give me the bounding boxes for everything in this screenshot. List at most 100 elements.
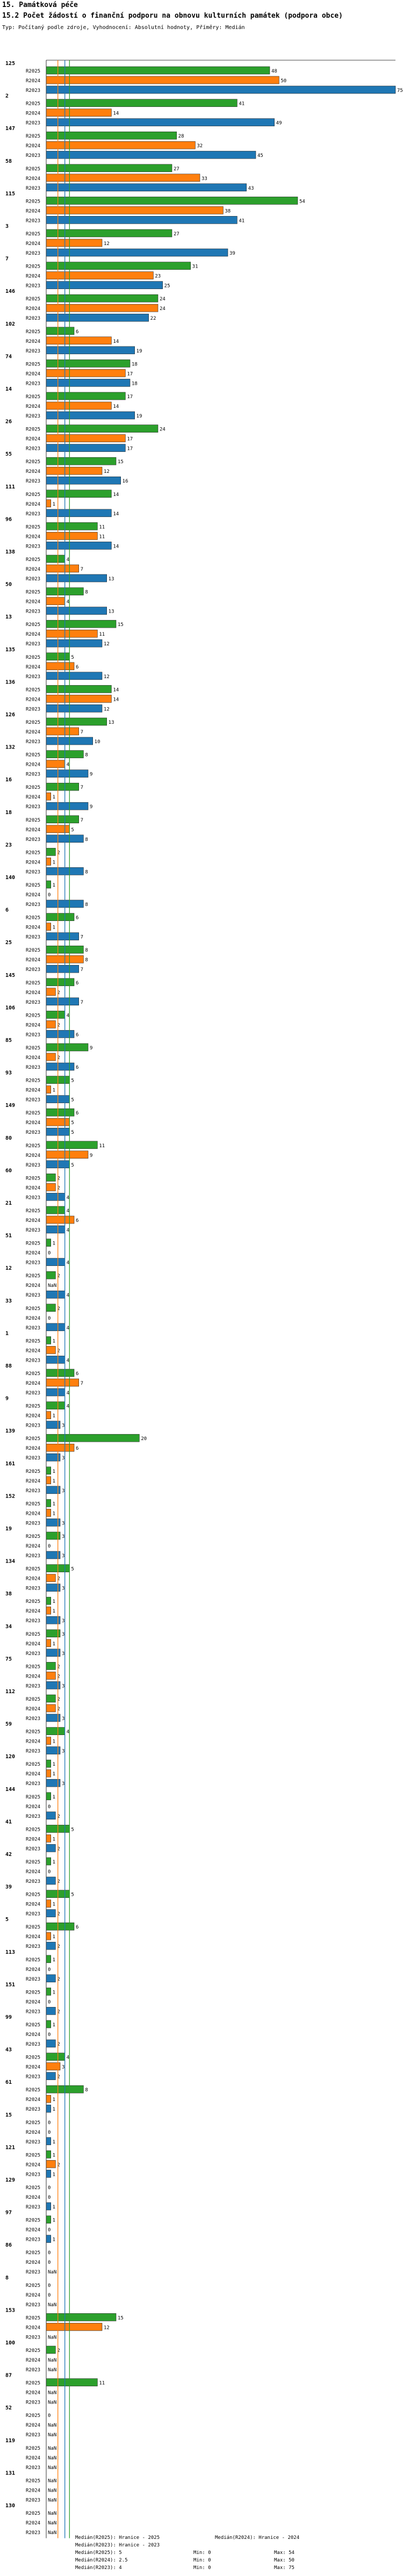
group-label: 55	[5, 451, 12, 457]
bar-r2025	[46, 66, 270, 75]
bar-r2023	[46, 672, 103, 680]
group-label: 5	[5, 1917, 9, 1923]
group-label: 26	[5, 419, 12, 425]
bar-r2024	[46, 271, 154, 279]
series-label: R2025	[26, 1273, 40, 1279]
group-label: 99	[5, 2014, 12, 2020]
data-label: 6	[76, 1111, 78, 1116]
series-label: R2023	[26, 1683, 40, 1689]
missing-value-label: NaN	[48, 2498, 56, 2503]
series-label: R2023	[26, 1423, 40, 1429]
data-label: 24	[160, 297, 165, 302]
bar-r2025	[46, 717, 107, 726]
legend-row: Medián(R2024): 2.5 Min: 0 Max: 50	[75, 2558, 398, 2565]
legend-line-r2023: Medián(R2023): Hranice - 2023	[75, 2543, 160, 2548]
bar-r2023	[46, 2039, 56, 2048]
series-label: R2025	[26, 1143, 40, 1149]
data-label: 13	[109, 577, 114, 582]
series-label: R2023	[26, 2433, 40, 2438]
legend-row: Medián(R2023): 4 Min: 0 Max: 75	[75, 2565, 398, 2573]
series-label: R2025	[26, 916, 40, 921]
data-label: 1	[53, 1241, 55, 1247]
data-label: 11	[99, 2381, 105, 2386]
data-label: 54	[299, 199, 305, 204]
bar-r2025	[46, 1336, 51, 1344]
group-label: 80	[5, 1135, 12, 1141]
series-label: R2025	[26, 1306, 40, 1312]
group-label: 129	[5, 2177, 15, 2183]
series-label: R2024	[26, 1999, 40, 2005]
chart-legend: Medián(R2025): Hranice - 2025 Medián(R20…	[75, 2535, 398, 2573]
series-label: R2023	[26, 1326, 40, 1331]
data-label: 1	[53, 2023, 55, 2028]
series-label: R2023	[26, 88, 40, 93]
missing-value-label: NaN	[48, 1283, 56, 1289]
series-label: R2025	[26, 2315, 40, 2321]
series-label: R2023	[26, 186, 40, 191]
group-label: 111	[5, 484, 15, 490]
bar-r2023	[46, 1258, 65, 1266]
series-label: R2025	[26, 590, 40, 595]
series-label: R2024	[26, 1934, 40, 1940]
series-label: R2024	[26, 632, 40, 637]
series-label: R2024	[26, 469, 40, 474]
bar-r2024	[46, 466, 103, 475]
bar-r2024	[46, 597, 65, 605]
data-label: 1	[53, 1642, 55, 1647]
data-label: 0	[48, 1804, 51, 1810]
data-label: 24	[160, 427, 165, 433]
group-label: 59	[5, 1722, 12, 1728]
data-label: 11	[99, 1143, 105, 1149]
group-label: 149	[5, 1103, 15, 1109]
data-label: 7	[81, 567, 83, 572]
missing-value-label: NaN	[48, 2465, 56, 2471]
series-label: R2025	[26, 2055, 40, 2061]
series-label: R2023	[26, 381, 40, 386]
bar-r2025	[46, 2053, 65, 2061]
series-label: R2024	[26, 2228, 40, 2233]
data-label: 1	[53, 2205, 55, 2210]
bar-r2024	[46, 727, 79, 736]
data-label: 41	[239, 218, 244, 224]
series-label: R2025	[26, 2023, 40, 2028]
series-label: R2024	[26, 1251, 40, 1256]
series-label: R2023	[26, 2400, 40, 2406]
data-label: 2	[57, 2042, 60, 2047]
data-label: 7	[81, 1000, 83, 1005]
series-label: R2024	[26, 2130, 40, 2135]
series-label: R2023	[26, 1000, 40, 1005]
data-label: 0	[48, 1316, 51, 1321]
legend-max-r2023: Max: 75	[274, 2565, 294, 2571]
data-label: 0	[48, 1544, 51, 1549]
series-label: R2025	[26, 2511, 40, 2516]
group-label: 86	[5, 2242, 12, 2248]
series-label: R2025	[26, 1339, 40, 1344]
series-label: R2025	[26, 1176, 40, 1181]
data-label: 1	[53, 502, 55, 507]
data-label: 1	[53, 2153, 55, 2158]
group-label: 14	[5, 386, 12, 392]
series-label: R2023	[26, 869, 40, 875]
bar-r2025	[46, 815, 79, 824]
series-label: R2025	[26, 2381, 40, 2386]
data-label: 4	[67, 1358, 69, 1363]
bar-r2024	[46, 1476, 51, 1485]
data-label: 2	[57, 1697, 60, 1702]
series-label: R2024	[26, 762, 40, 768]
data-label: 7	[81, 730, 83, 735]
bar-r2025	[46, 1727, 65, 1735]
data-label: 14	[113, 544, 119, 549]
data-label: 8	[85, 837, 88, 843]
bar-r2025	[46, 1466, 51, 1475]
bar-r2025	[46, 1304, 56, 1312]
group-label: 135	[5, 647, 15, 653]
data-label: 2	[57, 1176, 60, 1181]
group-label: 7	[5, 256, 9, 262]
series-label: R2025	[26, 167, 40, 172]
bar-r2024	[46, 401, 112, 410]
bar-r2023	[46, 2235, 51, 2243]
series-label: R2025	[26, 1208, 40, 1214]
data-label: 1	[53, 883, 55, 888]
data-label: 9	[90, 1046, 92, 1051]
series-label: R2024	[26, 1544, 40, 1549]
